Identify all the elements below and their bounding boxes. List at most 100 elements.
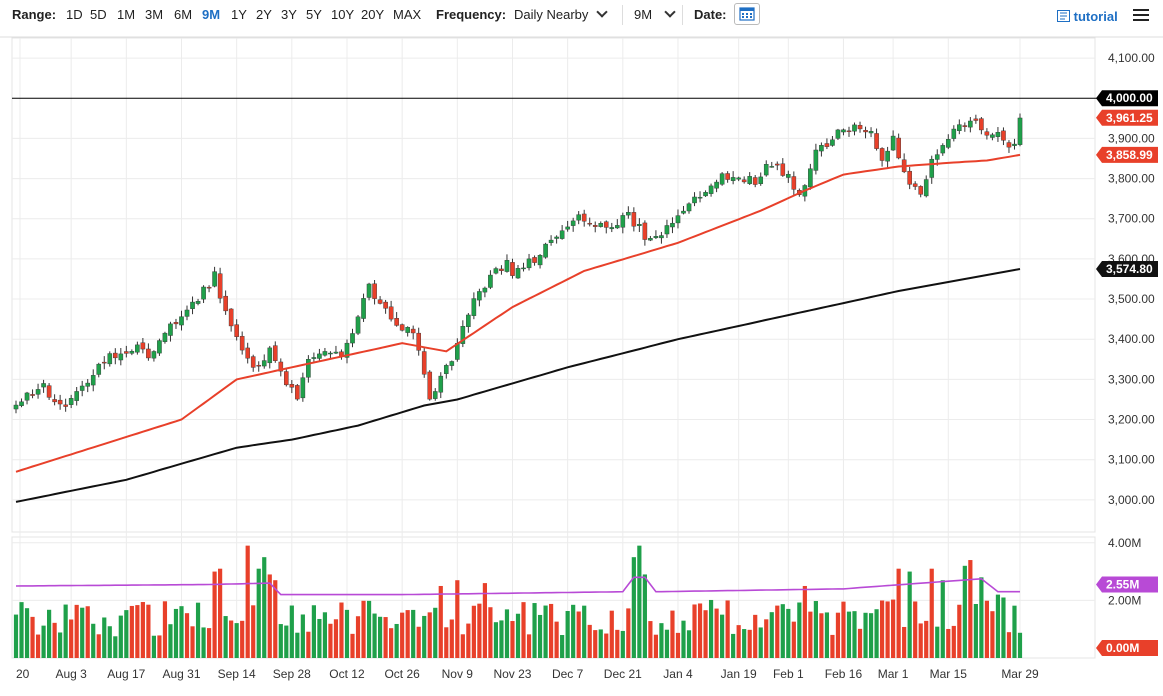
volume-bar: [775, 605, 780, 658]
candle-body: [808, 168, 813, 188]
candle-body: [63, 404, 68, 407]
volume-bar: [223, 616, 228, 658]
frequency-dropdown[interactable]: Daily Nearby: [514, 6, 609, 22]
volume-bar: [720, 614, 725, 658]
range-label: Range:: [12, 7, 57, 22]
last-price-label-bg: [1096, 109, 1158, 126]
candle-body: [945, 139, 951, 148]
volume-bar: [571, 604, 576, 658]
volume-bar: [681, 620, 686, 658]
toolbar-divider: [682, 5, 683, 25]
period-dropdown[interactable]: 9M: [634, 6, 676, 22]
x-tick-label: Nov 9: [442, 667, 474, 681]
moving-average-lines: [15, 153, 1021, 503]
volume-bar: [515, 613, 521, 658]
tutorial-link[interactable]: tutorial: [1057, 9, 1118, 24]
y-tick-label: 3,400.00: [1108, 332, 1155, 346]
volume-bar: [537, 614, 543, 658]
candle-body: [190, 301, 195, 309]
avg-volume-line: [15, 576, 1020, 596]
candle-body: [576, 214, 581, 221]
candle-body: [852, 124, 857, 132]
date-label: Date:: [694, 7, 727, 22]
candle-body: [686, 203, 692, 212]
y-tick-label: 3,200.00: [1108, 413, 1155, 427]
candle-body: [1006, 142, 1012, 148]
volume-bar: [703, 610, 708, 658]
range-button-6m[interactable]: 6M: [174, 7, 193, 22]
volume-bar: [80, 607, 85, 658]
range-button-3y[interactable]: 3Y: [281, 7, 297, 22]
x-tick-label: Feb 1: [773, 667, 804, 681]
toolbar: Range: 1D 5D 1M 3M 6M 9M 1Y 2Y 3Y 5Y 10Y 20Y MAX Fre…: [0, 0, 1163, 32]
range-button-1y[interactable]: 1Y: [231, 7, 247, 22]
candle-body: [201, 286, 206, 300]
candles: [13, 113, 1023, 414]
volume-bar: [30, 616, 35, 658]
x-tick-label: Sep 28: [273, 667, 311, 681]
candle-body: [769, 166, 775, 168]
volume-bar: [267, 574, 272, 658]
candle-body: [284, 371, 289, 386]
candle-body: [934, 154, 940, 160]
ma50-line: [15, 153, 1021, 473]
range-button-5d[interactable]: 5D: [90, 7, 107, 22]
candle-body: [124, 351, 129, 354]
range-button-10y[interactable]: 10Y: [331, 7, 355, 22]
volume-bar: [460, 634, 465, 658]
ma200-line: [15, 268, 1021, 503]
candle-body: [488, 274, 493, 288]
volume-bar: [102, 617, 107, 658]
candle-body: [13, 404, 19, 410]
volume-bar: [63, 604, 68, 658]
volume-bar: [692, 604, 697, 658]
x-tick-label: Jan 19: [721, 667, 757, 681]
range-button-2y[interactable]: 2Y: [256, 7, 272, 22]
candle-body: [968, 120, 973, 128]
range-button-9m[interactable]: 9M: [202, 7, 221, 22]
volume-bar: [957, 604, 962, 658]
volume-bar: [879, 600, 885, 658]
range-button-3m[interactable]: 3M: [145, 7, 164, 22]
volume-bar: [278, 624, 283, 658]
range-button-5y[interactable]: 5Y: [306, 7, 322, 22]
candle-body: [648, 238, 653, 241]
volume-bar: [350, 633, 355, 658]
candle-body: [256, 364, 262, 367]
volume-bar: [791, 621, 796, 658]
menu-button[interactable]: [1133, 9, 1149, 23]
candle-body: [471, 298, 477, 316]
candle-body: [239, 336, 245, 351]
volume-bar: [333, 619, 339, 658]
candle-body: [565, 226, 570, 230]
candle-body: [951, 128, 957, 139]
candle-body: [990, 134, 995, 138]
candle-body: [885, 150, 890, 162]
candle-body: [146, 348, 151, 359]
volume-bar: [146, 604, 151, 658]
candle-body: [118, 353, 124, 361]
candle-body: [24, 392, 30, 401]
candle-body: [234, 324, 239, 337]
range-button-20y[interactable]: 20Y: [361, 7, 385, 22]
volume-bar: [433, 607, 438, 658]
candle-body: [355, 316, 361, 334]
volume-bar: [52, 622, 57, 658]
volume-bar: [256, 568, 261, 658]
range-button-1m[interactable]: 1M: [117, 7, 136, 22]
volume-bar: [764, 619, 769, 658]
range-button-max[interactable]: MAX: [393, 7, 422, 22]
candle-body: [394, 318, 399, 326]
date-picker-button[interactable]: [734, 3, 760, 25]
volume-tick-label: 4.00M: [1108, 536, 1141, 550]
candle-body: [245, 347, 250, 359]
volume-bar: [648, 621, 653, 658]
volume-bar: [554, 621, 559, 658]
volume-bar: [659, 623, 664, 658]
ma200-label-bg: [1096, 261, 1158, 278]
range-button-1d[interactable]: 1D: [66, 7, 83, 22]
candle-body: [184, 309, 190, 317]
candle-body: [113, 352, 118, 359]
volume-bar: [366, 600, 372, 658]
